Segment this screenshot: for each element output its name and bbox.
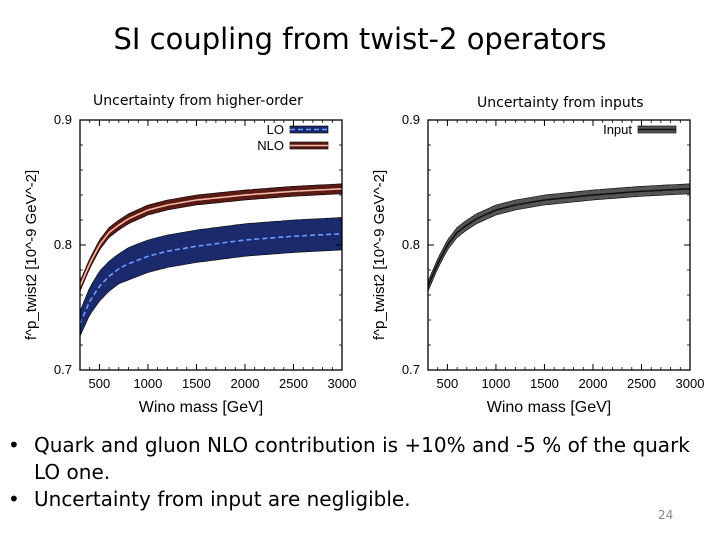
y-tick-label: 0.9 (402, 112, 420, 127)
legend-label: NLO (257, 138, 284, 153)
left-chart-subtitle: Uncertainty from higher-order (93, 93, 303, 109)
bullet-list: • Quark and gluon NLO contribution is +1… (8, 432, 708, 513)
y-tick-label: 0.8 (54, 237, 72, 252)
x-tick-label: 2500 (279, 376, 308, 391)
y-tick-label: 0.9 (54, 112, 72, 127)
bullet-text: Uncertainty from input are negligible. (34, 487, 411, 511)
legend-label: LO (267, 122, 284, 137)
x-tick-label: 2500 (627, 376, 656, 391)
bullet-text: Quark and gluon NLO contribution is +10%… (34, 433, 690, 484)
page-number: 24 (658, 508, 674, 522)
slide-title: SI coupling from twist-2 operators (113, 22, 607, 56)
x-tick-label: 2000 (579, 376, 608, 391)
x-axis-label: Wino mass [GeV] (139, 399, 263, 416)
bullet-item: • Uncertainty from input are negligible. (8, 486, 708, 513)
y-tick-label: 0.8 (402, 237, 420, 252)
series-line-input (427, 188, 691, 287)
x-tick-label: 3000 (676, 376, 705, 391)
x-tick-label: 1000 (481, 376, 510, 391)
y-axis-label: f^p_twist2 [10^-9 GeV^-2] (23, 170, 40, 340)
x-tick-label: 2000 (231, 376, 260, 391)
plot-frame (427, 119, 691, 371)
x-axis-label: Wino mass [GeV] (487, 399, 611, 416)
series-line-nlo (79, 188, 343, 287)
bullet-marker: • (8, 487, 20, 511)
legend-label: Input (603, 122, 632, 137)
right-chart-subtitle: Uncertainty from inputs (477, 95, 644, 111)
inputs-chart: 500 1000 1500 2000 2500 3000 0.7 0.8 0.9 Wino mas… (371, 112, 705, 416)
y-axis-label: f^p_twist2 [10^-9 GeV^-2] (371, 170, 388, 340)
higher-order-chart: 500 1000 1500 2000 2500 3000 0.7 0.8 0.9 Wino mas… (23, 112, 357, 416)
series-band-input (427, 183, 691, 292)
x-tick-label: 500 (437, 376, 459, 391)
x-tick-label: 1500 (530, 376, 559, 391)
x-tick-label: 1500 (182, 376, 211, 391)
x-tick-label: 500 (89, 376, 111, 391)
series-line-lo (79, 232, 343, 325)
x-tick-label: 1000 (133, 376, 162, 391)
bullet-item: • Quark and gluon NLO contribution is +1… (8, 432, 708, 486)
x-tick-label: 3000 (328, 376, 357, 391)
y-tick-label: 0.7 (54, 362, 72, 377)
y-tick-label: 0.7 (402, 362, 420, 377)
bullet-marker: • (8, 433, 20, 457)
